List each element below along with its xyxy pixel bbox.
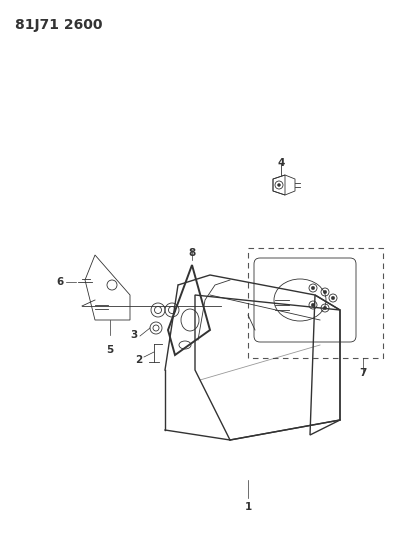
Text: 1: 1 xyxy=(244,502,252,512)
Circle shape xyxy=(323,306,327,310)
Text: 5: 5 xyxy=(106,345,113,355)
Circle shape xyxy=(311,286,315,290)
Text: 7: 7 xyxy=(359,368,367,378)
Text: 6: 6 xyxy=(57,277,64,287)
Circle shape xyxy=(277,183,281,187)
Text: 3: 3 xyxy=(131,330,138,340)
Circle shape xyxy=(311,303,315,307)
Text: 4: 4 xyxy=(277,158,285,168)
Circle shape xyxy=(323,290,327,294)
Text: 8: 8 xyxy=(188,248,196,258)
Text: 81J71 2600: 81J71 2600 xyxy=(15,18,103,32)
Text: 2: 2 xyxy=(135,355,142,365)
Circle shape xyxy=(331,296,335,300)
